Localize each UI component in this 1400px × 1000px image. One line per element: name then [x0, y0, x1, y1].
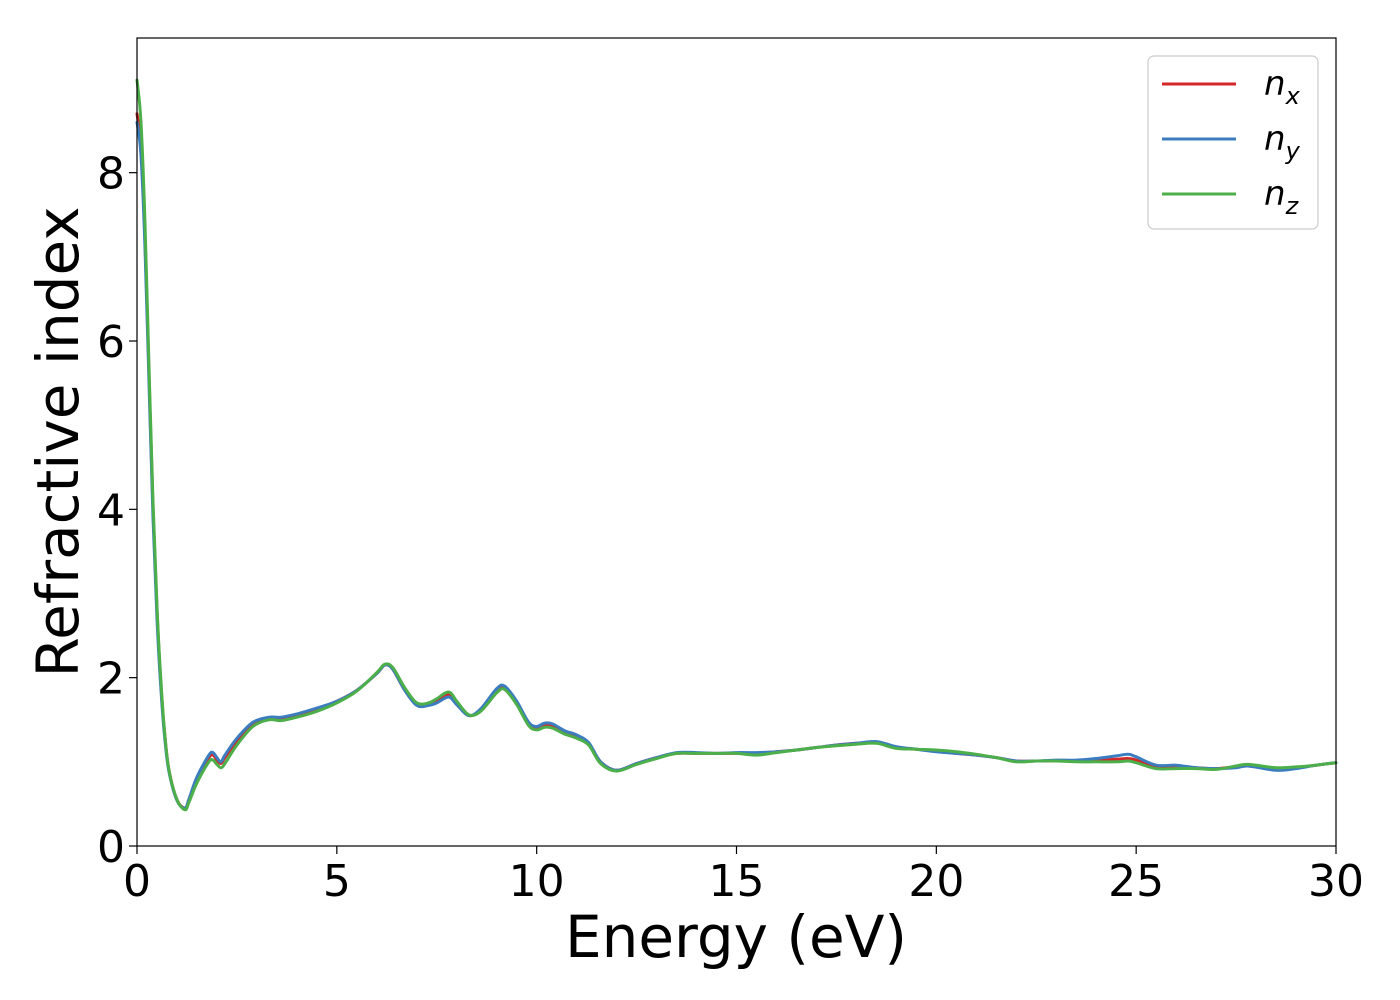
series-line-z	[135, 78, 1338, 812]
x-tick-label: 5	[323, 856, 351, 907]
legend-label-x: nx	[1264, 64, 1301, 110]
legend-label-subscript: z	[1285, 192, 1300, 220]
y-tick-label: 2	[97, 654, 125, 705]
x-axis-ticks: 0 5 10 15 20 25 30	[123, 846, 1364, 907]
y-tick-label: 8	[97, 149, 125, 200]
legend-label-y: ny	[1264, 119, 1301, 165]
y-axis-ticks: 0 2 4 6 8	[97, 149, 137, 873]
x-tick-label: 15	[709, 856, 765, 907]
legend-label-base: n	[1264, 64, 1286, 104]
y-tick-label: 6	[97, 317, 125, 368]
legend-label-z: nz	[1264, 174, 1300, 220]
legend-box	[1147, 55, 1319, 230]
x-tick-label: 25	[1108, 856, 1164, 907]
legend-label-subscript: y	[1285, 137, 1301, 165]
x-axis-title: Energy (eV)	[565, 903, 907, 971]
x-tick-label: 30	[1308, 856, 1364, 907]
y-tick-label: 4	[97, 485, 125, 536]
y-tick-label: 0	[97, 822, 125, 873]
x-tick-label: 10	[509, 856, 565, 907]
x-tick-label: 20	[908, 856, 964, 907]
y-axis-title: Refractive index	[24, 206, 92, 677]
legend-label-base: n	[1264, 119, 1286, 159]
legend-label-subscript: x	[1285, 82, 1301, 110]
x-tick-label: 0	[123, 856, 151, 907]
legend-label-base: n	[1264, 174, 1286, 214]
plot-background	[137, 38, 1336, 846]
series-layer	[135, 78, 1338, 812]
